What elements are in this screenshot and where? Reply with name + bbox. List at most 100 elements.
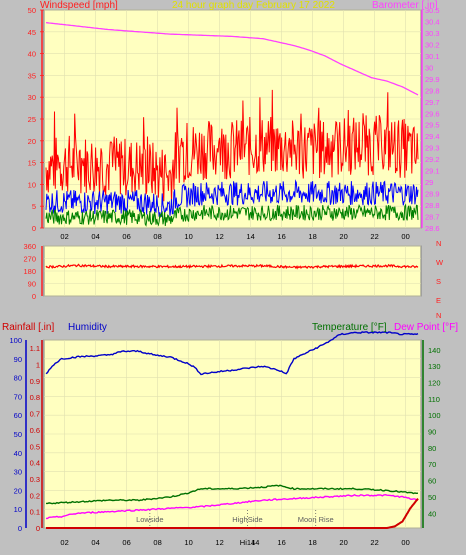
wind-ticks: 0 5 10 15 20 25 30 35 40 45 50 28.6 28.7 28.8 28.9 29 29…: [28, 6, 440, 241]
temp-tick-2: 60: [428, 477, 436, 486]
barometer-tick-14: 30: [425, 63, 433, 72]
temp-x-tick-8: 16: [277, 538, 285, 547]
chart-title: 24 hour graph day February 17 2022: [172, 0, 335, 11]
humidity-tick-1: 10: [14, 505, 22, 514]
barometer-tick-5: 29.1: [425, 167, 440, 176]
wind-grid: [40, 9, 423, 229]
temp-tick-1: 50: [428, 493, 436, 502]
windspeed-tick-2: 10: [28, 180, 36, 189]
temp-tick-6: 100: [428, 411, 441, 420]
wind-x-tick-9: 20: [339, 232, 347, 241]
windspeed-tick-8: 40: [28, 50, 36, 59]
humidity-tick-3: 30: [14, 468, 22, 477]
windspeed-tick-0: 0: [32, 224, 36, 233]
temp-x-tick-3: 08: [153, 538, 161, 547]
temp-annotations: Lowside HighSide Moon Rise: [136, 510, 334, 528]
barometer-tick-18: 30.4: [425, 17, 440, 26]
temp-x-tick-11: 22: [370, 538, 378, 547]
wind-x-tick-10: 22: [370, 232, 378, 241]
series-humidity: [45, 331, 419, 376]
windspeed-axis-label: Windspeed [mph]: [40, 0, 118, 11]
rain-tick-11: 1.1: [30, 344, 40, 353]
barometer-tick-8: 29.4: [425, 132, 440, 141]
compass-label-3: E: [436, 296, 441, 305]
wind-x-tick-2: 06: [122, 232, 130, 241]
temp-series: [45, 331, 419, 529]
windspeed-tick-7: 35: [28, 71, 36, 80]
temp-tick-8: 120: [428, 379, 441, 388]
temperature-axis-label: Temperature [°F]: [312, 322, 387, 333]
humidity-tick-9: 90: [14, 355, 22, 364]
temp-tick-3: 70: [428, 460, 436, 469]
series-dew_point: [46, 493, 418, 520]
direction-tick-2: 180: [23, 267, 36, 276]
series-barometer: [45, 21, 419, 96]
windspeed-tick-4: 20: [28, 137, 36, 146]
direction-tick-1: 90: [28, 280, 36, 289]
compass-label-1: W: [436, 258, 444, 267]
compass-label-2: S: [436, 277, 441, 286]
windspeed-tick-3: 15: [28, 159, 36, 168]
rain-tick-5: 0.5: [30, 442, 40, 451]
temp-x-tick-0: 02: [60, 538, 68, 547]
series-direction: [45, 263, 419, 270]
barometer-tick-3: 28.9: [425, 190, 440, 199]
rain-tick-3: 0.3: [30, 475, 40, 484]
barometer-tick-7: 29.3: [425, 144, 440, 153]
humidity-axis-label: Humidity: [68, 322, 107, 333]
temp-x-tick-4: 10: [184, 538, 192, 547]
humidity-tick-4: 40: [14, 449, 22, 458]
wind-x-tick-7: 16: [277, 232, 285, 241]
barometer-tick-13: 29.9: [425, 75, 440, 84]
temp-x-tick-5: 12: [215, 538, 223, 547]
barometer-axis-label: Barometer [.in]: [372, 0, 438, 11]
annotation-1: HighSide: [232, 515, 262, 524]
windspeed-tick-9: 45: [28, 28, 36, 37]
barometer-tick-15: 30.1: [425, 52, 440, 61]
humidity-tick-10: 100: [9, 336, 22, 345]
wind-x-tick-4: 10: [184, 232, 192, 241]
humidity-tick-2: 20: [14, 486, 22, 495]
wind-x-tick-5: 12: [215, 232, 223, 241]
rain-tick-2: 0.2: [30, 491, 40, 500]
temp-x-tick-6: Hi14: [240, 538, 255, 547]
direction-tick-3: 270: [23, 255, 36, 264]
barometer-tick-10: 29.6: [425, 109, 440, 118]
barometer-tick-6: 29.2: [425, 155, 440, 164]
wind-series: [45, 21, 419, 227]
temp-tick-7: 110: [428, 395, 440, 404]
humidity-tick-6: 60: [14, 411, 22, 420]
direction-series: [45, 263, 419, 270]
temp-x-tick-7: 14: [251, 538, 259, 547]
temp-x-tick-9: 18: [308, 538, 316, 547]
rain-tick-10: 1: [36, 361, 40, 370]
temp-x-tick-2: 06: [122, 538, 130, 547]
rain-tick-8: 0.8: [30, 393, 40, 402]
series-wind_low: [45, 203, 419, 227]
series-wind_avg: [45, 179, 419, 217]
temp-tick-0: 40: [428, 509, 436, 518]
barometer-tick-0: 28.6: [425, 224, 440, 233]
compass-label-0: N: [436, 239, 441, 248]
series-rainfall: [46, 498, 419, 529]
humidity-tick-7: 70: [14, 392, 22, 401]
barometer-tick-2: 28.8: [425, 201, 440, 210]
windspeed-tick-10: 50: [28, 6, 36, 15]
wind-x-tick-8: 18: [308, 232, 316, 241]
series-wind_peak: [45, 89, 419, 202]
wind-x-tick-6: 14: [246, 232, 254, 241]
compass-label-4: N: [436, 311, 441, 320]
temp-tick-10: 140: [428, 346, 441, 355]
rain-tick-6: 0.6: [30, 426, 40, 435]
series-temperature: [46, 484, 419, 505]
annotation-2: Moon Rise: [298, 515, 334, 524]
wind-x-tick-1: 04: [91, 232, 99, 241]
direction-tick-0: 0: [32, 292, 36, 301]
wind-x-tick-0: 02: [60, 232, 68, 241]
barometer-tick-9: 29.5: [425, 121, 440, 130]
temp-tick-9: 130: [428, 362, 441, 371]
rain-tick-4: 0.4: [30, 459, 40, 468]
temp-tick-4: 80: [428, 444, 436, 453]
